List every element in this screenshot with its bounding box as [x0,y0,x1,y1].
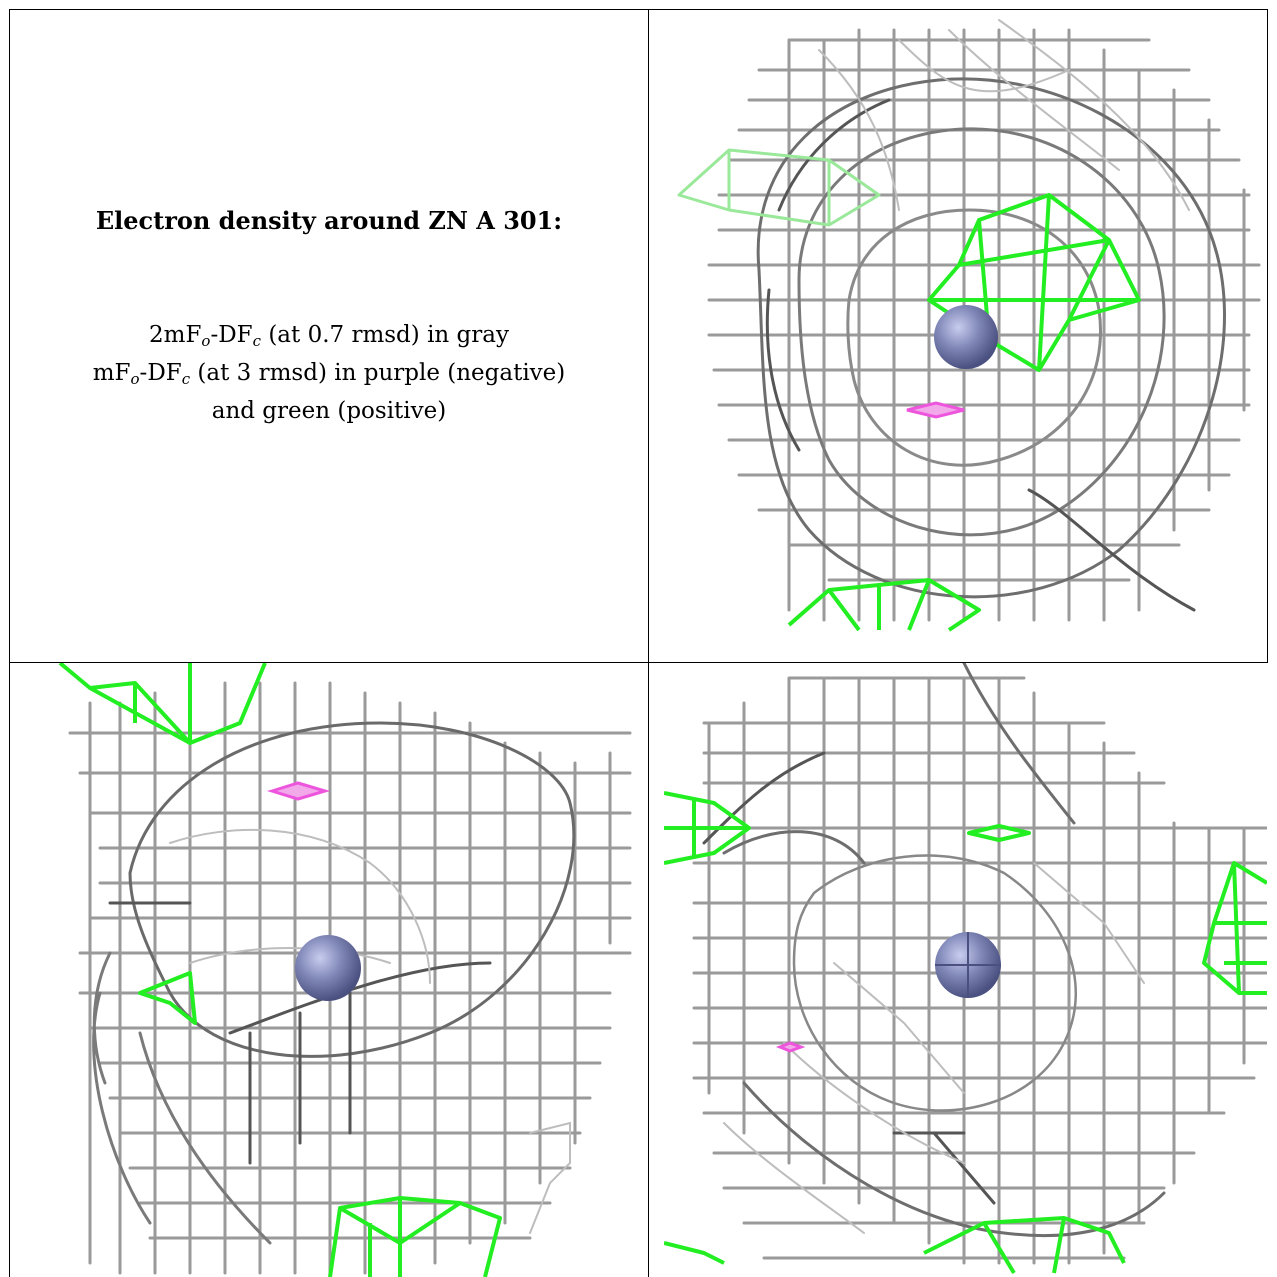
mesh-contour [792,854,1078,1112]
mesh-contour [765,98,1196,612]
zinc-atom-mesh [935,932,1001,998]
purple-negative-density [266,781,331,801]
green-blob-upper [58,663,267,745]
mesh-contour [756,77,1226,599]
mesh-contour [723,862,1145,1234]
caption-cell: Electron density around ZN A 301: 2mFo-D… [10,10,648,662]
purple-negative-density [775,1041,806,1053]
density-map-bottom-left [58,663,632,1277]
middle-vertical-rule-lower [648,663,649,1277]
mesh-contour [169,828,571,1234]
purple-diamond [775,1041,806,1053]
left-rule [9,9,10,1277]
green-blob-lower [664,1216,1126,1275]
purple-negative-density [906,401,965,419]
density-map-bottom-right [664,663,1267,1275]
mesh-contour [128,721,576,1058]
caption-description: 2mFo-DFc (at 0.7 rmsd) in gray mFo-DFc (… [10,316,648,430]
caption-line-colors: and green (positive) [211,398,447,424]
green-blob-right [1202,861,1267,995]
green-positive-density [677,148,1141,632]
mesh-contour [108,901,492,1165]
view-bottom-left [10,663,648,1277]
caption-subscript: o [201,332,211,350]
caption-title: Electron density around ZN A 301: [95,206,563,235]
green-blob-left [664,791,751,865]
green-blob-small [967,824,1031,842]
green-blob-lower [328,1196,502,1277]
view-top-right [649,10,1267,634]
density-map-top-right [677,19,1261,632]
gray-density-mesh [707,19,1261,622]
view-bottom-right [664,663,1267,1277]
mesh-contour [797,127,1166,537]
green-blob-left [138,971,197,1025]
green-blob-left [677,148,881,227]
caption-line-2fofc: 2mFo-DFc (at 0.7 rmsd) in gray [10,316,648,354]
green-positive-density [58,663,502,1277]
caption-subscript: o [130,370,140,388]
zinc-atom [295,935,361,1001]
caption-text: (at 0.7 rmsd) in gray [261,322,509,348]
caption-text: -DF [210,322,253,348]
purple-diamond [266,781,331,801]
green-blob-upper [927,193,1141,372]
caption-subscript: c [181,370,191,388]
mesh-contour [818,19,1190,211]
purple-diamond [906,401,965,419]
caption-line-fofc: mFo-DFc (at 3 rmsd) in purple (negative) [10,354,648,392]
green-positive-density [664,791,1267,1275]
caption-text: 2mF [149,322,202,348]
green-blob-lower [787,578,981,632]
caption-text: mF [92,360,131,386]
top-rule [10,9,1268,10]
mesh-contour [846,208,1102,467]
caption-text: (at 3 rmsd) in purple (negative) [190,360,566,386]
caption-subscript: c [252,332,262,350]
right-rule [1267,9,1268,663]
middle-vertical-rule [648,9,649,663]
middle-horizontal-rule [10,662,1268,663]
zinc-atom [934,305,998,369]
mesh-contour [92,951,272,1245]
gray-density-mesh [68,681,632,1275]
caption-text: -DF [139,360,182,386]
